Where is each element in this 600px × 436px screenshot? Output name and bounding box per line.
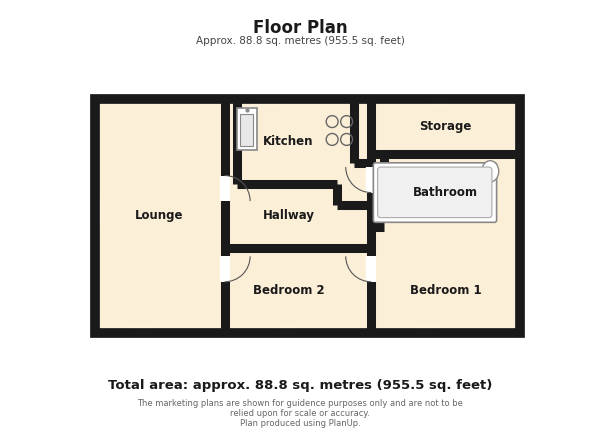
Text: Kitchen: Kitchen: [263, 135, 314, 148]
Text: Total area: approx. 88.8 sq. metres (955.5 sq. feet): Total area: approx. 88.8 sq. metres (955…: [108, 379, 492, 392]
Text: Bedroom 2: Bedroom 2: [253, 284, 324, 297]
FancyBboxPatch shape: [373, 163, 497, 222]
Text: Approx. 88.8 sq. metres (955.5 sq. feet): Approx. 88.8 sq. metres (955.5 sq. feet): [196, 37, 404, 46]
Text: Bathroom: Bathroom: [413, 186, 478, 199]
Text: relied upon for scale or accuracy.: relied upon for scale or accuracy.: [230, 409, 370, 418]
Bar: [241, 114, 253, 146]
Text: Hallway: Hallway: [262, 209, 314, 222]
Text: Floor Plan: Floor Plan: [253, 19, 347, 37]
Bar: [371, 99, 520, 333]
Text: Bedroom 1: Bedroom 1: [410, 284, 481, 297]
Bar: [95, 99, 224, 333]
Bar: [95, 99, 520, 333]
Text: Lounge: Lounge: [136, 209, 184, 222]
Text: Storage: Storage: [419, 120, 472, 133]
Ellipse shape: [482, 161, 499, 182]
Text: The marketing plans are shown for guidence purposes only and are not to be: The marketing plans are shown for guiden…: [137, 399, 463, 408]
Bar: [238, 108, 257, 150]
FancyBboxPatch shape: [377, 167, 492, 218]
Text: Plan produced using PlanUp.: Plan produced using PlanUp.: [239, 419, 361, 428]
Bar: [224, 99, 371, 333]
